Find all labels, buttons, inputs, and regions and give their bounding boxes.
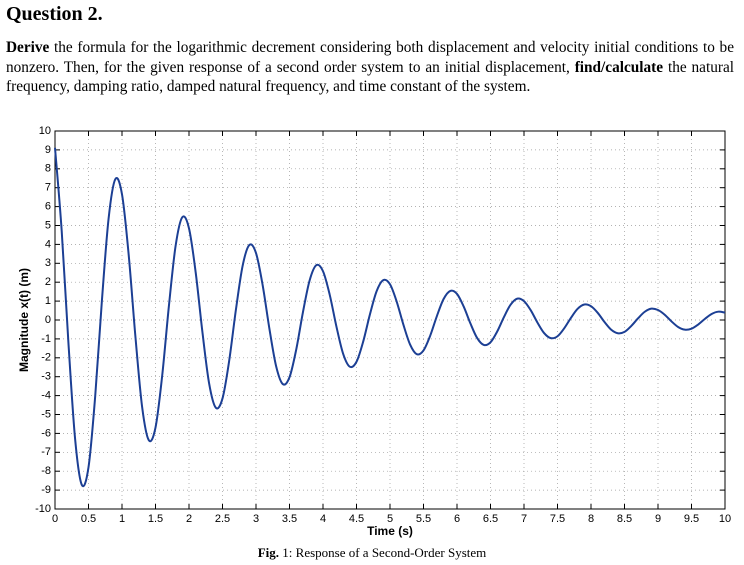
x-tick-label: 4.5: [349, 513, 364, 525]
caption-text: 1: Response of a Second-Order System: [279, 545, 487, 560]
x-tick-label: 7.5: [550, 513, 565, 525]
y-tick-label: -10: [35, 503, 51, 515]
x-axis-label: Time (s): [367, 524, 413, 538]
y-tick-label: -3: [41, 371, 51, 383]
x-tick-label: 6: [454, 513, 460, 525]
y-tick-label: 10: [39, 125, 51, 137]
x-tick-label: 9: [655, 513, 661, 525]
x-tick-label: 0.5: [81, 513, 96, 525]
x-tick-label: 10: [719, 513, 731, 525]
y-tick-label: -6: [41, 427, 51, 439]
text-run: the formula for the logarithmic decremen…: [6, 39, 734, 76]
y-tick-label: 8: [45, 163, 51, 175]
x-tick-label: 1: [119, 513, 125, 525]
y-tick-label: 9: [45, 144, 51, 156]
x-tick-label: 5: [387, 513, 393, 525]
x-tick-label: 7: [521, 513, 527, 525]
caption-label: Fig.: [257, 545, 280, 560]
bold-text: Derive: [6, 39, 50, 56]
x-tick-label: 2.5: [215, 513, 230, 525]
y-axis-label: Magnitude x(t) (m): [17, 268, 31, 372]
y-tick-label: 0: [45, 314, 51, 326]
x-tick-label: 0: [52, 513, 58, 525]
y-tick-label: 6: [45, 201, 51, 213]
y-tick-label: 3: [45, 257, 51, 269]
y-tick-label: 1: [45, 295, 51, 307]
y-tick-label: -2: [41, 352, 51, 364]
y-tick-label: -4: [41, 390, 51, 402]
x-tick-label: 4: [320, 513, 326, 525]
x-tick-label: 3: [253, 513, 259, 525]
question-text: Derive the formula for the logarithmic d…: [6, 38, 734, 97]
plot-border: [54, 130, 726, 510]
y-tick-label: -8: [41, 465, 51, 477]
x-tick-label: 3.5: [282, 513, 297, 525]
heading: Question 2.: [6, 3, 103, 25]
y-tick-label: -5: [41, 408, 51, 420]
y-tick-label: 5: [45, 219, 51, 231]
y-tick-label: -1: [41, 333, 51, 345]
x-tick-label: 1.5: [148, 513, 163, 525]
x-tick-label: 6.5: [483, 513, 498, 525]
x-tick-label: 5.5: [416, 513, 431, 525]
figure-caption: Fig. 1: Response of a Second-Order Syste…: [0, 545, 744, 561]
x-tick-label: 8: [588, 513, 594, 525]
y-tick-label: 2: [45, 276, 51, 288]
response-curve: [54, 147, 726, 488]
x-tick-label: 2: [186, 513, 192, 525]
y-tick-label: -9: [41, 484, 51, 496]
x-tick-label: 8.5: [617, 513, 632, 525]
text-run: the natural frequency, damping ratio, da…: [6, 58, 735, 96]
x-tick-label: 9.5: [684, 513, 699, 525]
y-tick-label: -7: [41, 446, 51, 458]
y-tick-label: 7: [45, 182, 51, 194]
bold-text: find/calculate: [574, 58, 664, 76]
y-tick-label: 4: [45, 238, 51, 250]
